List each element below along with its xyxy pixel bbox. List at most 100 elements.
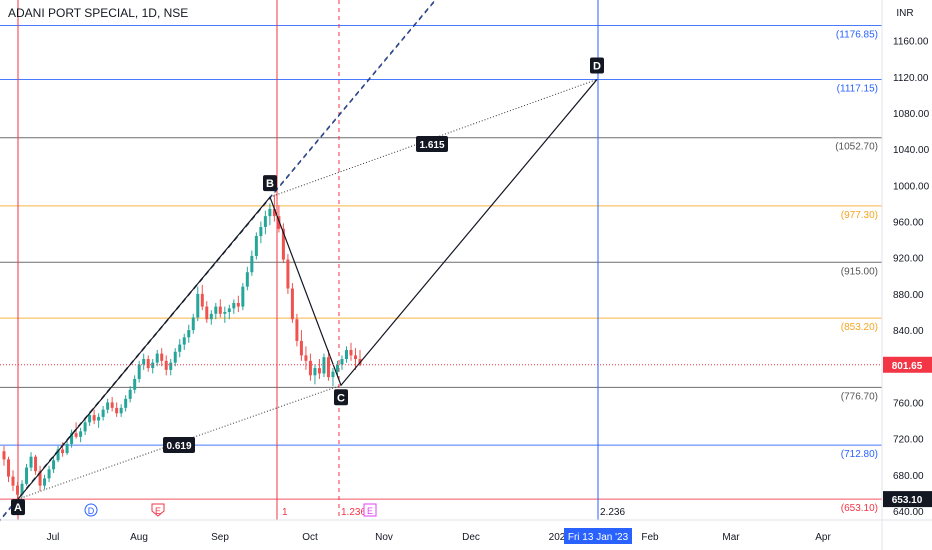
candle [11,470,15,492]
time-tick-label: Sep [211,532,229,543]
candle-body [340,359,344,365]
fib-level-label: (853.20) [841,322,878,333]
candle [43,474,47,490]
candle-body [133,378,137,390]
candle [254,232,258,260]
candle-body [146,359,150,369]
candle-body [173,351,177,363]
candle-body [16,485,20,495]
candle [317,359,321,379]
candle-body [322,357,326,374]
candle [191,313,195,334]
candle [200,284,204,311]
candle-body [205,306,209,320]
candle [236,295,240,312]
bottom-fib-label: 1.236 [341,507,366,518]
candle-body [218,306,222,314]
candle [196,286,200,322]
chart-title: ADANI PORT SPECIAL, 1D, NSE [8,6,189,20]
currency-label: INR [896,8,913,19]
candle-body [277,216,281,229]
price-tick-label: 840.00 [893,326,924,337]
candle [340,355,344,370]
price-tick-label: 960.00 [893,218,924,229]
candle [326,349,330,381]
candle-body [295,319,299,341]
candle-body [353,355,357,360]
candle [151,359,155,374]
candle-body [349,349,353,356]
candle [25,463,29,486]
candle [268,203,272,226]
candle-body [25,467,29,484]
candle [119,404,123,417]
fib-level-label: (712.80) [841,449,878,460]
candle-body [308,360,312,376]
candle [173,348,177,367]
channel-upper-line [0,0,436,521]
candle-body [38,471,42,486]
candle-body [304,355,308,361]
time-tick-label: Apr [815,532,831,543]
price-tick-label: 1160.00 [893,37,929,48]
candle-body [115,407,119,414]
candle-body [65,444,69,454]
low-price-tag [883,491,932,508]
last-price-tag [883,356,932,373]
candle [263,210,267,235]
candle-body [169,362,173,370]
candle [214,302,218,320]
candle-body [331,371,335,378]
price-tick-label: 680.00 [893,471,924,482]
point-label-bg [263,175,277,192]
ratio-label-bg [416,136,448,152]
candle [169,359,173,376]
event-marker-shape [84,503,98,517]
candle-body [236,302,240,307]
candle [124,395,128,412]
candle-body [223,312,227,314]
candle-body [263,216,267,227]
point-label-bg [590,57,604,74]
candle-body [187,330,191,338]
candle [281,223,285,264]
candle-body [259,226,263,237]
candle-body [79,431,83,437]
event-marker: E [363,503,377,517]
candle [83,418,87,435]
price-tick-label: 760.00 [893,398,924,409]
candle [2,445,6,466]
point-label-text: C [337,392,345,404]
candle [7,456,11,483]
bottom-fib-label: 2.236 [600,507,625,518]
candle [65,440,69,455]
abcd-pattern-line [17,79,598,500]
candle-body [92,415,96,421]
candle [61,442,65,457]
price-tick-label: 880.00 [893,290,924,301]
candle [110,397,114,412]
candle-body [56,449,60,461]
candle [97,413,101,428]
crosshair-date-tag [564,528,632,544]
candle-body [29,456,33,468]
candle-body [52,460,56,470]
crosshair-date-label: Fri 13 Jan '23 [568,532,629,543]
candle [29,452,33,472]
candle [79,427,83,443]
price-tick-label: 1000.00 [893,181,930,192]
point-label-bg [334,389,348,406]
candle-body [88,415,92,423]
candle [187,324,191,343]
candle [241,283,245,311]
candle-body [200,293,204,307]
candle [308,353,312,381]
candle [349,342,353,361]
ratio-label: 0.619 [163,437,195,453]
candle-body [20,483,24,495]
candle [155,349,159,367]
candles [2,194,362,501]
fib-level-label: (1176.85) [836,29,878,40]
